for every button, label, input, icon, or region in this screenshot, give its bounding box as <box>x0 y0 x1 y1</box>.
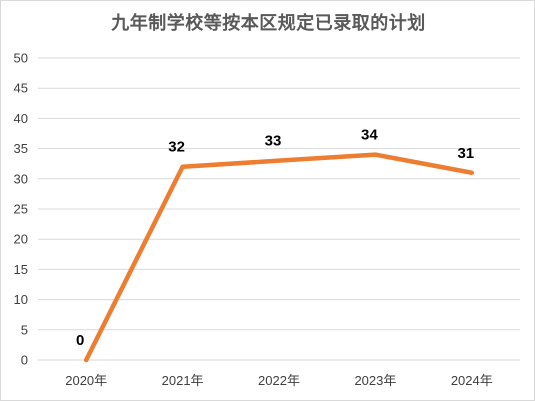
data-label: 31 <box>457 145 474 162</box>
data-label: 33 <box>265 133 282 150</box>
x-tick-label: 2020年 <box>65 373 107 388</box>
y-tick-label: 35 <box>14 141 28 156</box>
x-tick-label: 2021年 <box>162 373 204 388</box>
y-tick-label: 30 <box>14 171 28 186</box>
y-tick-label: 20 <box>14 232 28 247</box>
x-axis-ticks: 2020年 2021年 2022年 2023年 2024年 <box>65 373 493 388</box>
series-line <box>83 152 475 363</box>
x-tick-label: 2022年 <box>258 373 300 388</box>
y-tick-label: 15 <box>14 262 28 277</box>
data-label: 34 <box>361 127 378 144</box>
x-tick-label: 2024年 <box>451 373 493 388</box>
data-label: 0 <box>76 332 84 349</box>
y-tick-label: 0 <box>21 353 28 368</box>
chart-title: 九年制学校等按本区规定已录取的计划 <box>111 13 426 34</box>
x-tick-label: 2023年 <box>354 373 396 388</box>
data-labels: 0 32 33 34 31 <box>76 127 474 349</box>
y-tick-label: 50 <box>14 51 28 66</box>
data-label: 32 <box>168 139 185 156</box>
y-tick-label: 10 <box>14 292 28 307</box>
y-tick-label: 45 <box>14 81 28 96</box>
y-tick-label: 5 <box>21 322 28 337</box>
gridlines <box>38 57 520 361</box>
y-axis-ticks: 0 5 10 15 20 25 30 35 40 45 50 <box>14 51 28 368</box>
series-group <box>83 152 475 363</box>
y-tick-label: 40 <box>14 111 28 126</box>
y-tick-label: 25 <box>14 202 28 217</box>
